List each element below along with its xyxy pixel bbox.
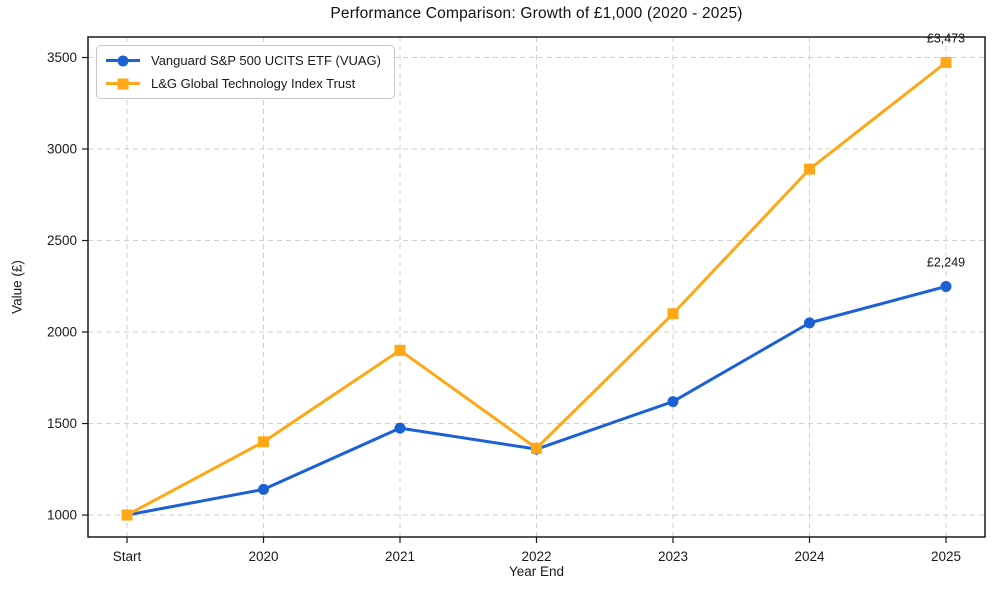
svg-text:2021: 2021 (385, 549, 415, 564)
chart-title: Performance Comparison: Growth of £1,000… (330, 5, 743, 22)
legend-item-lg-tech: L&G Global Technology Index Trust (106, 76, 381, 91)
svg-text:2500: 2500 (47, 233, 77, 248)
svg-text:2023: 2023 (658, 549, 688, 564)
svg-text:3500: 3500 (47, 50, 77, 65)
end-value-annotation: £3,473 (927, 31, 965, 45)
legend-label: Vanguard S&P 500 UCITS ETF (VUAG) (151, 53, 381, 68)
svg-text:2020: 2020 (248, 549, 278, 564)
svg-text:2022: 2022 (521, 549, 551, 564)
line-circle-marker-icon (106, 55, 140, 66)
svg-text:3000: 3000 (47, 142, 77, 157)
svg-text:2024: 2024 (794, 549, 825, 564)
legend-item-vanguard: Vanguard S&P 500 UCITS ETF (VUAG) (106, 53, 381, 68)
line-square-marker-icon (106, 78, 140, 89)
legend-label: L&G Global Technology Index Trust (151, 76, 356, 91)
svg-text:2025: 2025 (931, 549, 961, 564)
svg-text:1000: 1000 (47, 508, 77, 523)
x-axis-label: Year End (508, 564, 565, 579)
svg-text:Start: Start (113, 549, 142, 564)
svg-text:1500: 1500 (47, 416, 77, 431)
legend: Vanguard S&P 500 UCITS ETF (VUAG) L&G Gl… (96, 45, 395, 99)
svg-text:2000: 2000 (47, 325, 77, 340)
end-value-annotation: £2,249 (927, 255, 965, 269)
